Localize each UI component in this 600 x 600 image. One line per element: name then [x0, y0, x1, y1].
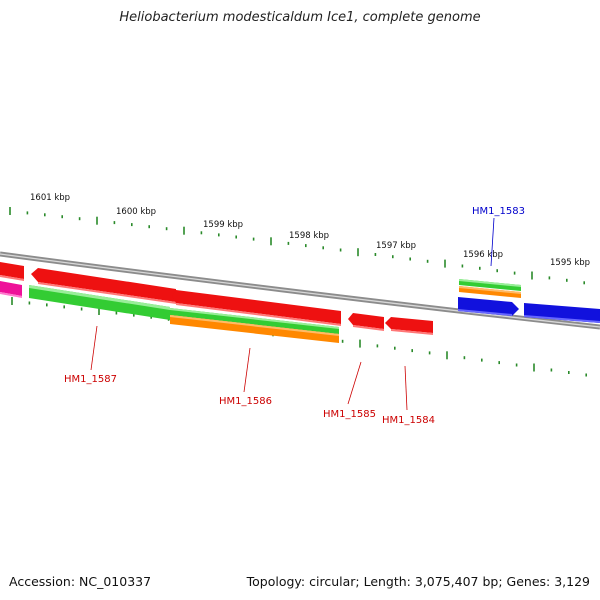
kbp-label-1596: 1596 kbp	[463, 250, 503, 260]
leader-hm1-1584	[404, 365, 408, 411]
cds-hm1-1587-green	[29, 285, 170, 320]
cds-hm1-1586-orange-edge	[170, 315, 339, 336]
gene-arrows	[0, 262, 600, 343]
leader-hm1-1586	[243, 347, 251, 393]
gene-hm1-1584-red-edge	[391, 329, 433, 335]
gene-hm1-1585-red-edge	[353, 325, 384, 331]
kbp-label-1598: 1598 kbp	[289, 231, 329, 241]
label-leaders	[90, 217, 495, 411]
gene-magenta-partial	[0, 281, 22, 296]
cds-hm1-1583-orange-edge	[459, 286, 521, 294]
cds-hm1-1586-orange	[170, 315, 339, 343]
gene-hm1-1587-red-edge	[38, 282, 176, 304]
genome-summary-text: Topology: circular; Length: 3,075,407 bp…	[246, 574, 590, 589]
gene-hm1-1585-red	[348, 313, 384, 329]
kbp-label-1601: 1601 kbp	[30, 193, 70, 203]
gene-label-hm1-1585: HM1_1585	[323, 409, 376, 420]
gene-label-hm1-1586: HM1_1586	[219, 396, 272, 407]
outer-tick-ring	[9, 207, 586, 285]
leader-hm1-1585	[347, 361, 362, 405]
gene-red-left-partial-edge	[0, 275, 24, 281]
gene-magenta-partial-edge	[0, 292, 22, 298]
gene-label-hm1-1584: HM1_1584	[382, 415, 435, 426]
genome-backbone-highlight	[0, 253, 600, 328]
gene-label-hm1-1587: HM1_1587	[64, 374, 117, 385]
leader-hm1-1583	[490, 217, 495, 267]
kbp-label-1599: 1599 kbp	[203, 220, 243, 230]
map-title: Heliobacterium modesticaldum Ice1, compl…	[119, 10, 481, 25]
kbp-scale-labels: 1601 kbp 1600 kbp 1599 kbp 1598 kbp 1597…	[30, 193, 590, 268]
gene-hm1-1586-red-edge	[176, 303, 341, 326]
kbp-label-1597: 1597 kbp	[376, 241, 416, 251]
kbp-label-1600: 1600 kbp	[116, 207, 156, 217]
cds-hm1-1587-green-edge	[29, 285, 170, 310]
gene-hm1-1583-blue-edge	[458, 309, 512, 316]
gene-label-hm1-1583: HM1_1583	[472, 206, 525, 217]
cds-hm1-1583-green-edge	[459, 279, 521, 287]
gene-hm1-1586-red	[172, 290, 341, 324]
gene-blue-right-partial-edge	[524, 315, 600, 323]
gene-red-left-partial	[0, 262, 24, 279]
cds-hm1-1586-green-edge	[170, 308, 339, 329]
leader-hm1-1587	[90, 325, 98, 371]
accession-text: Accession: NC_010337	[9, 574, 152, 589]
gene-hm1-1587-red	[31, 268, 176, 302]
gene-hm1-1584-red	[385, 317, 433, 333]
gene-labels: HM1_1587 HM1_1586 HM1_1585 HM1_1584 HM1_…	[64, 206, 525, 426]
kbp-label-1595: 1595 kbp	[550, 258, 590, 268]
